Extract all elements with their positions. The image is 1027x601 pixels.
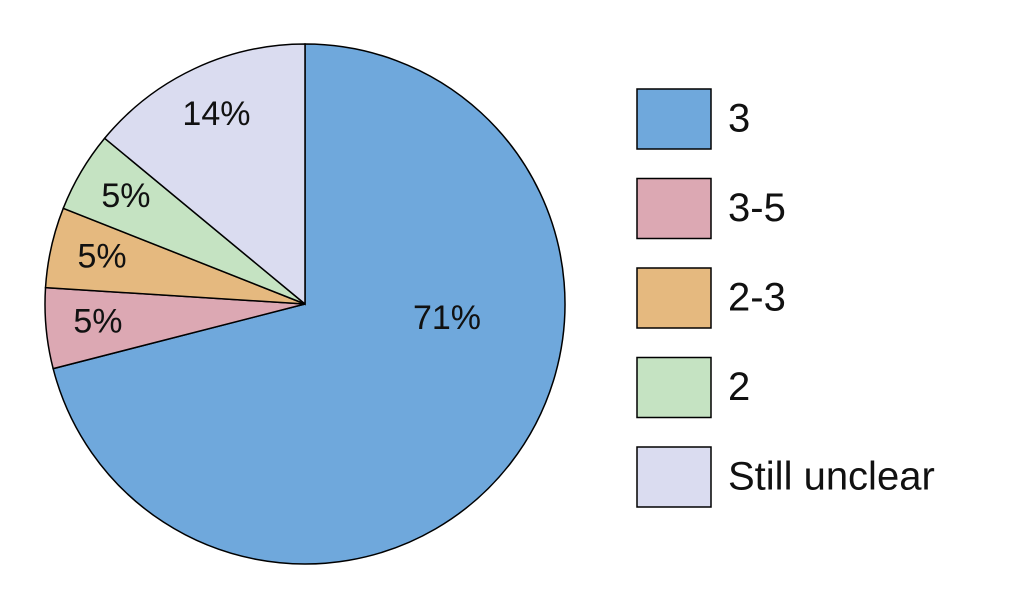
legend-swatch [636, 177, 712, 240]
data-label: 14% [182, 95, 250, 133]
legend-swatch [636, 267, 712, 329]
legend-label: Still unclear [728, 455, 935, 499]
pie-slice [52, 43, 566, 565]
legend-swatch [636, 446, 712, 508]
legend-label: 2 [728, 365, 750, 409]
data-label: 5% [77, 238, 126, 276]
legend-swatch [636, 88, 712, 150]
legend-swatch [636, 356, 712, 419]
data-label: 5% [73, 303, 122, 341]
data-label: 71% [413, 299, 481, 337]
legend-label: 2-3 [728, 276, 786, 320]
pie-slice [103, 43, 306, 306]
data-label: 5% [101, 177, 150, 215]
legend-label: 3-5 [728, 186, 786, 230]
legend-label: 3 [728, 97, 750, 141]
